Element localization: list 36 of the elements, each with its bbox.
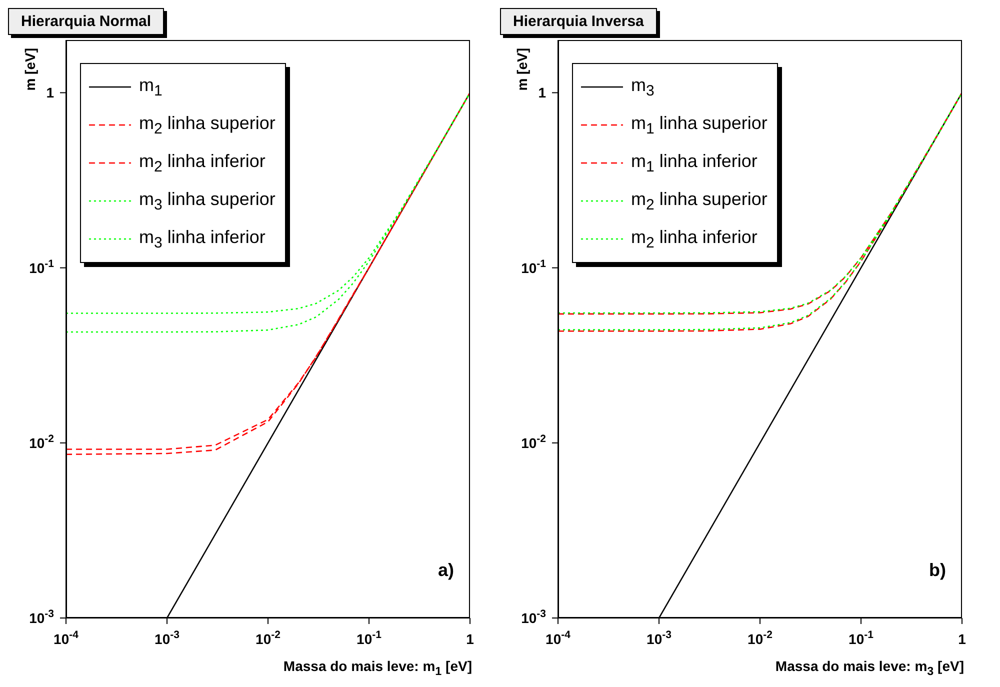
x-tick-label: 10$^{-1}$ [848, 629, 874, 647]
legend-label: m$_{3}$ linha inferior [139, 226, 266, 252]
y-tick-label: 1 [538, 84, 546, 101]
x-tick-label: 10$^{-1}$ [356, 629, 382, 647]
chart-title: Hierarquia Normal [8, 8, 164, 35]
y-tick-label: 10$^{-2}$ [521, 432, 546, 451]
chart-title: Hierarquia Inversa [500, 8, 657, 35]
x-tick-label: 10$^{-3}$ [154, 629, 180, 647]
y-tick-label: 10$^{-3}$ [521, 608, 546, 626]
y-tick-label: 1 [46, 84, 54, 101]
legend-label: m$_{1}$ [139, 74, 162, 100]
legend-label: m$_{3}$ linha superior [139, 188, 276, 214]
x-tick-label: 10$^{-2}$ [256, 629, 281, 647]
legend-label: m$_{3}$ [631, 74, 654, 100]
legend-label: m$_{2}$ linha inferior [139, 150, 266, 176]
y-axis-title: m [eV] [22, 48, 38, 91]
annotation: b) [929, 560, 946, 581]
legend-label: m$_{1}$ linha inferior [631, 150, 758, 176]
x-tick-label: 10$^{-4}$ [54, 629, 79, 647]
x-axis-title: Massa do mais leve: m$_{1}$ [eV] [283, 658, 472, 678]
y-tick-label: 10$^{-1}$ [521, 258, 546, 276]
x-tick-label: 1 [466, 631, 474, 647]
legend-label: m$_{2}$ linha inferior [631, 226, 758, 252]
x-tick-label: 1 [958, 631, 966, 647]
x-axis-title: Massa do mais leve: m$_{3}$ [eV] [775, 658, 964, 678]
y-axis-title: m [eV] [514, 48, 530, 91]
x-tick-label: 10$^{-3}$ [646, 629, 672, 647]
annotation: a) [438, 560, 454, 581]
y-tick-label: 10$^{-2}$ [29, 432, 54, 451]
x-tick-label: 10$^{-4}$ [546, 629, 571, 647]
legend-label: m$_{2}$ linha superior [139, 112, 276, 138]
x-tick-label: 10$^{-2}$ [748, 629, 773, 647]
y-tick-label: 10$^{-3}$ [29, 608, 54, 626]
legend-label: m$_{1}$ linha superior [631, 112, 768, 138]
y-tick-label: 10$^{-1}$ [29, 258, 54, 276]
legend-label: m$_{2}$ linha superior [631, 188, 768, 214]
